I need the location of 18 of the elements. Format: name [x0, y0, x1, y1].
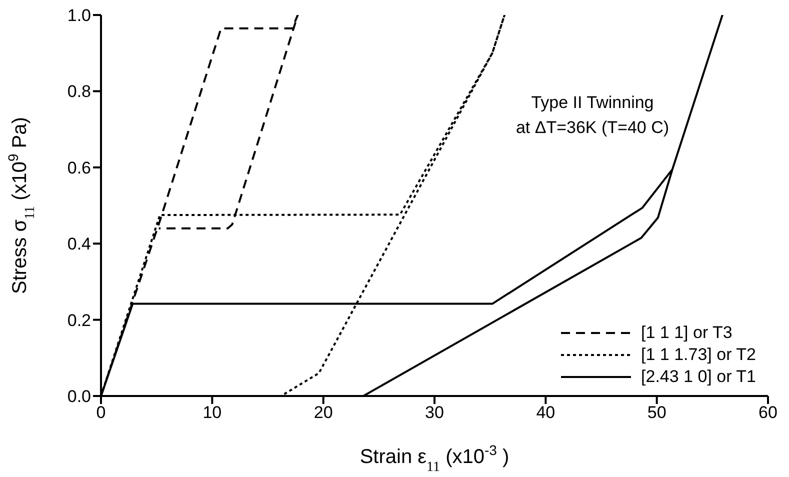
y-tick-label: 0.6 [67, 158, 91, 178]
x-axis-title: Strain ε$_{11}$ (x10$^{-3}$ ) [360, 442, 510, 474]
x-tick-label: 0 [96, 403, 106, 422]
y-tick-label: 0.2 [67, 310, 91, 330]
x-tick-label: 20 [314, 403, 333, 422]
legend-label: [1 1 1] or T3 [641, 322, 732, 344]
annotation: Type II Twinning at ΔT=36K (T=40 C) [514, 92, 670, 139]
y-tick-label: 0.8 [67, 82, 91, 102]
y-tick-label: 1.0 [67, 6, 91, 26]
x-tick-label: 10 [202, 403, 222, 422]
legend-label: [1 1 1.73] or T2 [641, 344, 756, 366]
x-tick-label: 40 [536, 403, 556, 422]
x-tick-label: 50 [647, 403, 666, 422]
y-tick-label: 0.4 [67, 234, 91, 254]
x-tick-label: 60 [758, 403, 778, 422]
legend-label: [2.43 1 0] or T1 [641, 366, 756, 388]
x-tick-label: 30 [425, 403, 444, 422]
y-tick-label: 0.0 [67, 387, 91, 406]
